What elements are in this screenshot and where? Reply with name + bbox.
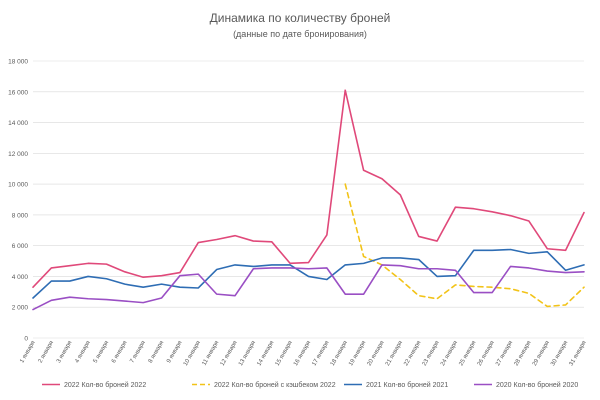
x-tick-label: 13 января (238, 340, 257, 367)
x-tick-label: 7 января (129, 340, 146, 364)
y-axis-ticks: 0 2 000 4 000 6 000 8 000 10 000 12 000 14 000 1… (8, 59, 28, 343)
legend-label-0: 2022 Кол-во броней 2022 (64, 381, 146, 389)
chart-subtitle: (данные по дате бронирования) (233, 29, 367, 39)
x-tick-label: 15 января (275, 340, 294, 367)
x-tick-label: 6 января (111, 340, 128, 364)
x-tick-label: 11 января (201, 340, 220, 367)
x-tick-label: 19 января (348, 340, 367, 367)
legend-label-2: 2021 Кол-во броней 2021 (366, 381, 448, 389)
legend: 2022 Кол-во броней 2022 2022 Кол-во броне… (42, 381, 578, 389)
y-tick-label: 10 000 (8, 182, 28, 189)
y-tick-label: 18 000 (8, 59, 28, 66)
x-tick-label: 1 января (19, 340, 36, 364)
x-tick-label: 3 января (56, 340, 73, 364)
x-tick-label: 29 января (532, 340, 551, 367)
gridlines (33, 60, 584, 339)
series-lines (32, 89, 585, 311)
x-tick-label: 30 января (550, 340, 569, 367)
x-tick-label: 9 января (166, 340, 183, 364)
x-tick-label: 12 января (220, 340, 239, 367)
x-axis-ticks: 1 января 2 января 3 января 4 января 5 января… (19, 340, 587, 367)
x-tick-label: 10 января (183, 340, 202, 367)
x-tick-label: 8 января (148, 340, 165, 364)
y-tick-label: 0 (24, 336, 28, 343)
x-tick-label: 14 января (256, 340, 275, 367)
x-tick-label: 5 января (93, 340, 110, 364)
x-tick-label: 20 января (367, 340, 386, 367)
y-tick-label: 4 000 (12, 274, 29, 281)
x-tick-label: 16 января (293, 340, 312, 367)
x-tick-label: 24 января (440, 340, 459, 367)
x-tick-label: 21 января (385, 340, 404, 367)
legend-label-3: 2020 Кол-во броней 2020 (496, 381, 578, 389)
chart-title: Динамика по количеству броней (210, 11, 391, 25)
x-tick-label: 2 января (38, 340, 55, 364)
x-tick-label: 26 января (477, 340, 496, 367)
series-line-1 (344, 183, 585, 308)
y-tick-label: 8 000 (12, 212, 29, 219)
y-tick-label: 6 000 (12, 243, 29, 250)
series-line-2 (32, 248, 585, 299)
x-tick-label: 4 января (74, 340, 91, 364)
x-tick-label: 17 января (311, 340, 330, 367)
x-tick-label: 28 января (513, 340, 532, 367)
y-tick-label: 12 000 (8, 151, 28, 158)
x-tick-label: 31 января (569, 340, 588, 367)
y-tick-label: 2 000 (12, 305, 29, 312)
series-line-3 (32, 264, 585, 311)
x-tick-label: 25 января (458, 340, 477, 367)
x-tick-label: 18 января (330, 340, 349, 367)
x-tick-label: 27 января (495, 340, 514, 367)
y-tick-label: 16 000 (8, 89, 28, 96)
series-line-0 (32, 89, 585, 289)
legend-label-1: 2022 Кол-во броней с кэшбеком 2022 (214, 381, 336, 389)
x-tick-label: 22 января (403, 340, 422, 367)
x-tick-label: 23 января (422, 340, 441, 367)
y-tick-label: 14 000 (8, 120, 28, 127)
